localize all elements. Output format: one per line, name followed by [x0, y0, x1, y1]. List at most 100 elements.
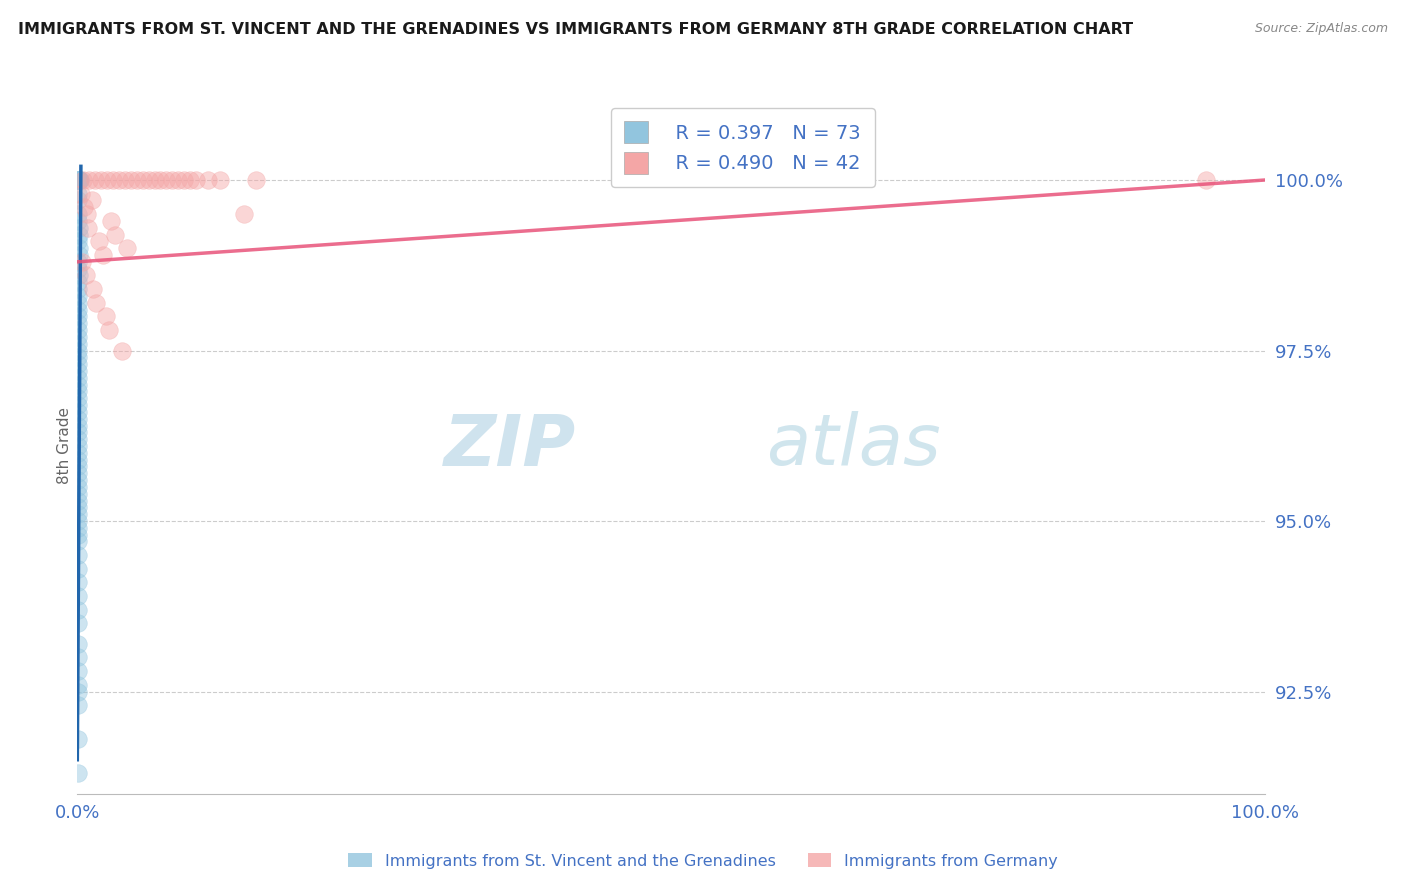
- Point: [101, 173, 124, 187]
- Point: [1195, 173, 1218, 187]
- Point: [67, 351, 90, 365]
- Point: [67, 207, 90, 221]
- Point: [67, 241, 90, 255]
- Point: [66, 575, 89, 590]
- Point: [67, 411, 90, 425]
- Text: atlas: atlas: [766, 411, 941, 481]
- Point: [66, 186, 89, 201]
- Point: [131, 173, 153, 187]
- Point: [114, 173, 136, 187]
- Point: [67, 261, 90, 276]
- Point: [111, 343, 134, 358]
- Point: [186, 173, 208, 187]
- Point: [66, 377, 89, 392]
- Point: [66, 732, 89, 747]
- Point: [69, 173, 91, 187]
- Point: [67, 391, 90, 405]
- Point: [143, 173, 166, 187]
- Point: [120, 173, 142, 187]
- Point: [197, 173, 219, 187]
- Point: [67, 323, 90, 337]
- Point: [67, 295, 90, 310]
- Point: [66, 473, 89, 487]
- Point: [155, 173, 177, 187]
- Point: [66, 562, 89, 576]
- Point: [77, 173, 100, 187]
- Point: [67, 487, 90, 501]
- Point: [125, 173, 148, 187]
- Point: [66, 616, 89, 631]
- Point: [84, 173, 107, 187]
- Text: IMMIGRANTS FROM ST. VINCENT AND THE GRENADINES VS IMMIGRANTS FROM GERMANY 8TH GR: IMMIGRANTS FROM ST. VINCENT AND THE GREN…: [18, 22, 1133, 37]
- Point: [66, 459, 89, 474]
- Point: [67, 194, 90, 208]
- Point: [67, 268, 90, 283]
- Point: [67, 330, 90, 344]
- Point: [66, 432, 89, 446]
- Point: [66, 514, 89, 528]
- Point: [208, 173, 231, 187]
- Point: [66, 310, 89, 324]
- Point: [75, 268, 97, 283]
- Point: [67, 173, 90, 187]
- Point: [87, 235, 110, 249]
- Point: [67, 439, 90, 453]
- Point: [67, 255, 90, 269]
- Point: [66, 480, 89, 494]
- Point: [86, 295, 108, 310]
- Point: [100, 214, 122, 228]
- Point: [70, 255, 93, 269]
- Point: [67, 425, 90, 440]
- Point: [66, 603, 89, 617]
- Point: [179, 173, 201, 187]
- Point: [245, 173, 267, 187]
- Point: [66, 507, 89, 521]
- Point: [67, 173, 90, 187]
- Point: [67, 282, 90, 296]
- Point: [67, 521, 90, 535]
- Point: [72, 173, 94, 187]
- Point: [66, 650, 89, 665]
- Point: [66, 664, 89, 678]
- Point: [66, 637, 89, 651]
- Point: [69, 173, 91, 187]
- Point: [66, 493, 89, 508]
- Point: [67, 500, 90, 515]
- Point: [67, 548, 90, 562]
- Point: [82, 282, 104, 296]
- Point: [67, 173, 90, 187]
- Point: [232, 207, 254, 221]
- Point: [69, 173, 91, 187]
- Point: [66, 766, 89, 780]
- Point: [167, 173, 190, 187]
- Text: Source: ZipAtlas.com: Source: ZipAtlas.com: [1254, 22, 1388, 36]
- Legend:   R = 0.397   N = 73,   R = 0.490   N = 42: R = 0.397 N = 73, R = 0.490 N = 42: [610, 108, 875, 187]
- Point: [90, 173, 112, 187]
- Point: [149, 173, 172, 187]
- Point: [67, 316, 90, 330]
- Point: [80, 194, 103, 208]
- Point: [66, 684, 89, 698]
- Point: [66, 698, 89, 713]
- Point: [67, 289, 90, 303]
- Point: [67, 248, 90, 262]
- Point: [67, 302, 90, 317]
- Point: [66, 398, 89, 412]
- Point: [67, 405, 90, 419]
- Point: [66, 418, 89, 433]
- Point: [66, 589, 89, 603]
- Point: [108, 173, 131, 187]
- Point: [67, 173, 90, 187]
- Point: [138, 173, 160, 187]
- Point: [66, 446, 89, 460]
- Y-axis label: 8th Grade: 8th Grade: [56, 408, 72, 484]
- Point: [67, 452, 90, 467]
- Point: [173, 173, 195, 187]
- Point: [115, 241, 138, 255]
- Point: [104, 227, 127, 242]
- Point: [67, 467, 90, 481]
- Point: [66, 678, 89, 692]
- Point: [66, 534, 89, 549]
- Point: [96, 173, 118, 187]
- Point: [67, 220, 90, 235]
